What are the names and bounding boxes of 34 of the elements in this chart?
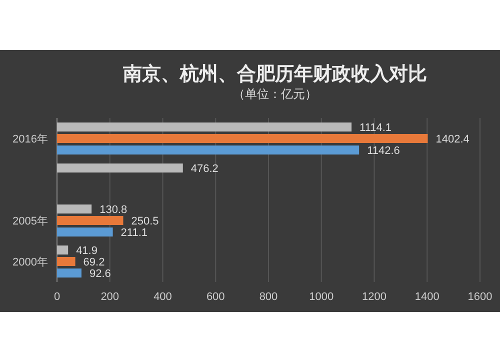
chart-title: 南京、杭州、合肥历年财政收入对比 [122, 63, 427, 85]
bar [57, 122, 352, 132]
x-tick-label: 400 [154, 291, 172, 303]
bar [57, 246, 68, 254]
data-label: 92.6 [89, 268, 111, 280]
x-tick-label: 1600 [468, 291, 492, 303]
x-tick-label: 600 [206, 291, 225, 303]
data-label: 250.5 [131, 216, 159, 228]
bar [57, 257, 76, 266]
x-tick-label: 200 [100, 291, 120, 303]
bar [57, 146, 360, 154]
data-label: 41.9 [76, 245, 98, 257]
bar [57, 216, 124, 225]
x-tick-label: 1000 [309, 291, 334, 303]
bar [57, 204, 92, 214]
x-tick-label: 800 [259, 291, 278, 303]
bar [57, 164, 183, 172]
bar [57, 268, 82, 278]
data-label: 1142.6 [367, 145, 400, 157]
data-label: 130.8 [100, 204, 128, 216]
bar [57, 228, 113, 236]
x-tick-label: 1400 [414, 291, 440, 303]
data-label: 476.2 [190, 163, 218, 175]
bar [57, 134, 428, 143]
data-label: 211.1 [120, 227, 148, 239]
data-label: 1402.4 [436, 134, 470, 146]
y-tick-label: 2005年 [12, 216, 48, 228]
chart-subtitle: （单位：亿元） [233, 87, 317, 101]
data-label: 69.2 [83, 256, 105, 268]
y-tick-label: 2000年 [12, 256, 48, 268]
data-label: 1114.1 [360, 122, 392, 134]
y-tick-label: 2016年 [12, 134, 48, 146]
x-tick-label: 0 [54, 291, 60, 303]
x-tick-label: 1200 [362, 291, 386, 303]
